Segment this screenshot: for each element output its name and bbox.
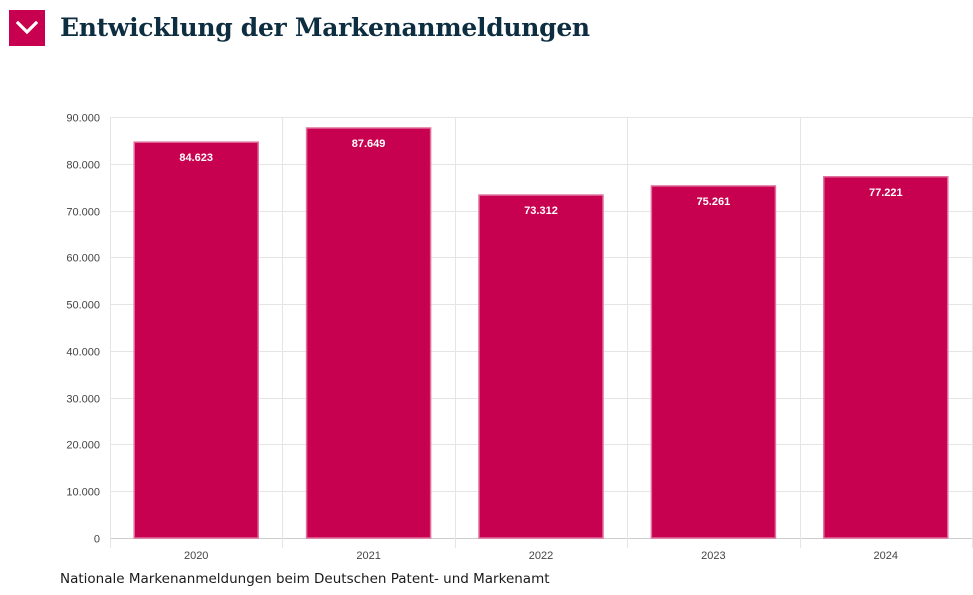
- bar: [305, 127, 432, 539]
- bar: [823, 176, 949, 539]
- data-label: 77.221: [869, 187, 903, 199]
- y-tick-label: 10.000: [66, 487, 100, 499]
- bar: [478, 194, 604, 539]
- page-title: Entwicklung der Markenanmeldungen: [60, 13, 590, 42]
- x-tick-label: 2022: [529, 550, 553, 562]
- y-tick-label: 40.000: [66, 347, 100, 359]
- y-tick-label: 80.000: [66, 160, 100, 172]
- y-tick-label: 30.000: [66, 394, 100, 406]
- y-tick-label: 50.000: [66, 300, 100, 312]
- x-tick-label: 2023: [701, 550, 725, 562]
- bar-chart: 0 10.000 20.000 30.000 40.000 50.000 60.000 70.…: [66, 113, 973, 562]
- data-label: 87.649: [352, 138, 386, 150]
- y-tick-label: 0: [94, 534, 100, 546]
- y-tick-label: 90.000: [66, 113, 100, 125]
- chart-caption: Nationale Markenanmeldungen beim Deutsch…: [60, 571, 550, 587]
- data-label: 75.261: [697, 196, 731, 208]
- x-tick-label: 2024: [874, 550, 898, 562]
- x-tick-label: 2021: [356, 550, 380, 562]
- bar: [650, 185, 777, 539]
- x-tick-label: 2020: [184, 550, 208, 562]
- y-tick-label: 70.000: [66, 207, 100, 219]
- y-tick-label: 20.000: [66, 440, 100, 452]
- y-tick-label: 60.000: [66, 253, 100, 265]
- collapse-toggle-button[interactable]: [9, 9, 45, 46]
- bar: [133, 141, 259, 539]
- chevron-down-icon: [16, 20, 38, 34]
- chart-header: Entwicklung der Markenanmeldungen: [9, 9, 590, 46]
- data-label: 84.623: [179, 152, 213, 164]
- data-label: 73.312: [524, 205, 558, 217]
